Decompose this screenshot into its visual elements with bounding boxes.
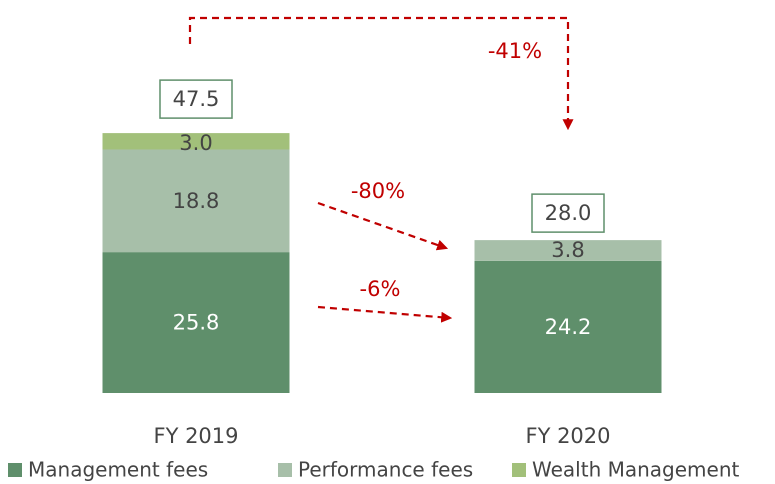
data-label: 18.8: [173, 189, 220, 213]
annotation: -80%: [351, 179, 405, 203]
bar-segment: [102, 149, 290, 253]
arrow-management: [317, 305, 453, 323]
x-tick-label: FY 2020: [525, 424, 610, 448]
total-label: 28.0: [545, 201, 592, 225]
legend-swatch: [512, 463, 526, 477]
annotation: -41%: [488, 39, 542, 63]
x-tick-label: FY 2019: [153, 424, 238, 448]
data-label: 24.2: [545, 315, 592, 339]
bar-segment: [474, 240, 662, 261]
total-box: [531, 193, 605, 233]
total-label: 47.5: [173, 87, 220, 111]
bar-segment: [102, 133, 290, 150]
bar-segment: [474, 260, 662, 393]
data-label: 3.8: [551, 238, 584, 262]
annotation: -6%: [360, 277, 401, 301]
arrow-performance: [317, 201, 449, 251]
arrow-total: [188, 16, 574, 131]
legend-label: Wealth Management: [532, 458, 740, 482]
bar-segment: [102, 252, 290, 393]
legend-swatch: [278, 463, 292, 477]
legend-label: Management fees: [28, 458, 208, 482]
total-box: [159, 79, 233, 119]
data-label: 3.0: [179, 131, 212, 155]
legend-swatch: [8, 463, 22, 477]
legend-label: Performance fees: [298, 458, 473, 482]
data-label: 25.8: [173, 311, 220, 335]
